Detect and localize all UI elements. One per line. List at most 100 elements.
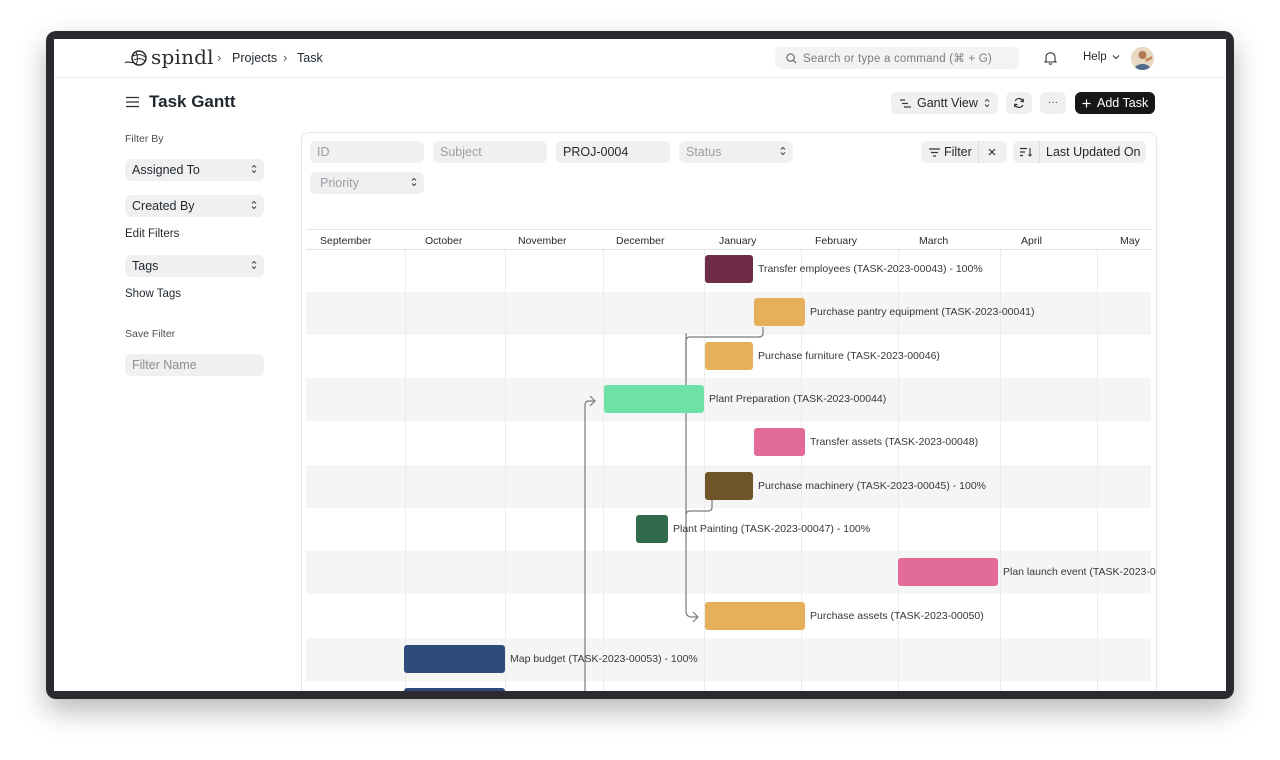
gantt-chart	[306, 229, 1152, 691]
select-arrows-icon	[251, 200, 257, 210]
task-bar[interactable]	[404, 645, 505, 673]
created-by-label: Created By	[132, 199, 195, 213]
grid-line	[1000, 250, 1001, 691]
task-bar[interactable]	[705, 602, 805, 630]
search-placeholder: Search or type a command (⌘ + G)	[803, 53, 992, 65]
select-arrows-icon	[251, 164, 257, 174]
yarn-ball-icon	[124, 50, 147, 66]
created-by-select[interactable]: Created By	[125, 195, 264, 217]
breadcrumb-task[interactable]: Task	[297, 51, 323, 65]
grid-line	[1097, 250, 1098, 691]
filter-button[interactable]: Filter	[921, 141, 1007, 163]
task-bar[interactable]	[705, 342, 753, 370]
sort-button[interactable]: Last Updated On	[1013, 141, 1146, 163]
chevron-right-icon: ›	[217, 50, 222, 65]
month-label: April	[1021, 235, 1043, 247]
dependency-arrows	[584, 327, 764, 691]
id-filter-input[interactable]: ID	[310, 141, 424, 163]
task-label: Map budget (TASK-2023-00053) - 100%	[510, 653, 698, 665]
help-label: Help	[1083, 51, 1107, 63]
month-label: October	[425, 235, 463, 247]
user-avatar[interactable]	[1131, 47, 1154, 70]
grid-line	[704, 250, 705, 691]
filter-name-placeholder: Filter Name	[132, 358, 197, 372]
gantt-row	[306, 292, 1151, 335]
month-label: December	[616, 235, 665, 247]
close-icon[interactable]	[988, 148, 996, 156]
grid-line	[603, 250, 604, 691]
status-filter-select[interactable]: Status	[679, 141, 793, 163]
gantt-row	[306, 378, 1151, 421]
status-placeholder: Status	[686, 145, 722, 159]
task-label: Plant Preparation (TASK-2023-00044)	[709, 393, 887, 405]
month-label: September	[320, 235, 372, 247]
filter-label: Filter	[944, 145, 972, 159]
tags-select[interactable]: Tags	[125, 255, 264, 277]
filter-by-heading: Filter By	[125, 133, 164, 145]
month-label: May	[1120, 235, 1140, 247]
filter-icon	[929, 147, 940, 157]
sort-icon	[1020, 147, 1032, 157]
project-filter-input[interactable]: PROJ-0004	[556, 141, 670, 163]
select-arrows-icon	[251, 260, 257, 270]
bell-icon[interactable]	[1044, 51, 1057, 65]
task-bar[interactable]	[404, 688, 505, 691]
task-bar[interactable]	[898, 558, 998, 586]
chevron-down-icon	[1112, 55, 1120, 60]
task-label: Plant Painting (TASK-2023-00047) - 100%	[673, 523, 871, 535]
select-arrows-icon	[984, 98, 990, 108]
task-bar[interactable]	[754, 428, 805, 456]
app-logo[interactable]: spindl	[124, 45, 214, 69]
page-title: Task Gantt	[149, 92, 236, 111]
task-bar[interactable]	[705, 255, 753, 283]
header-divider	[306, 249, 1152, 250]
add-task-button[interactable]: Add Task	[1075, 92, 1155, 114]
task-bar[interactable]	[604, 385, 704, 413]
search-bar[interactable]: Search or type a command (⌘ + G)	[775, 47, 1019, 69]
grid-line	[898, 250, 899, 691]
more-icon: ···	[1048, 97, 1058, 108]
sidebar-toggle-icon[interactable]	[126, 96, 139, 108]
app-window: spindl › Projects › Task Search or type …	[54, 39, 1226, 691]
plus-icon	[1082, 99, 1091, 107]
gantt-row	[306, 551, 1151, 594]
navbar: spindl › Projects › Task Search or type …	[54, 39, 1226, 78]
select-arrows-icon	[411, 177, 417, 187]
task-bar[interactable]	[636, 515, 668, 543]
divider	[978, 141, 979, 163]
show-tags-link[interactable]: Show Tags	[125, 288, 182, 300]
task-bar[interactable]	[705, 472, 753, 500]
priority-placeholder: Priority	[320, 176, 359, 190]
breadcrumb-projects[interactable]: Projects	[232, 51, 278, 65]
chevron-right-icon: ›	[283, 50, 288, 65]
task-label: Purchase assets (TASK-2023-00050)	[810, 610, 984, 622]
project-value: PROJ-0004	[563, 145, 629, 159]
save-filter-heading: Save Filter	[125, 328, 176, 340]
subject-placeholder: Subject	[440, 145, 482, 159]
month-label: November	[518, 235, 567, 247]
task-bar[interactable]	[754, 298, 805, 326]
more-options-button[interactable]: ···	[1040, 92, 1066, 114]
brand-name: spindl	[151, 45, 214, 69]
subject-filter-input[interactable]: Subject	[433, 141, 547, 163]
gantt-card: ID Subject PROJ-0004 Status Priority Fil…	[301, 132, 1157, 691]
edit-filters-link[interactable]: Edit Filters	[125, 228, 180, 240]
filter-name-input[interactable]: Filter Name	[125, 354, 264, 376]
search-icon	[786, 52, 797, 64]
refresh-button[interactable]	[1006, 92, 1032, 114]
grid-line	[801, 250, 802, 691]
gantt-view-icon	[900, 98, 911, 108]
task-label: Transfer employees (TASK-2023-00043) - 1…	[758, 263, 983, 275]
month-label: February	[815, 235, 858, 247]
add-task-label: Add Task	[1097, 96, 1149, 110]
id-placeholder: ID	[317, 145, 330, 159]
divider	[1039, 141, 1040, 163]
help-dropdown[interactable]: Help	[1083, 51, 1120, 63]
view-switcher[interactable]: Gantt View	[891, 92, 998, 114]
assigned-to-select[interactable]: Assigned To	[125, 159, 264, 181]
tags-label: Tags	[132, 259, 159, 273]
task-label: Purchase machinery (TASK-2023-00045) - 1…	[758, 480, 987, 492]
priority-filter-select[interactable]: Priority	[310, 172, 424, 194]
task-label: Purchase furniture (TASK-2023-00046)	[758, 350, 940, 362]
month-label: January	[719, 235, 757, 247]
